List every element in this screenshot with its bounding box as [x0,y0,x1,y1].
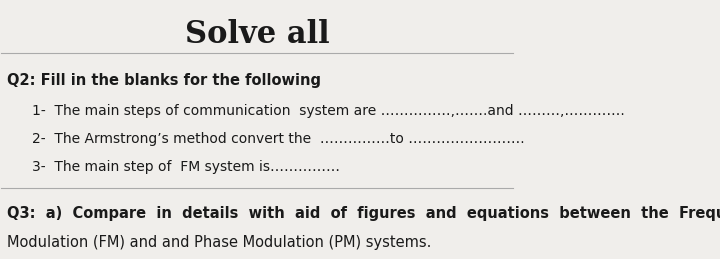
Text: 2-  The Armstrong’s method convert the  ……………to …………………….: 2- The Armstrong’s method convert the ……… [32,132,525,146]
Text: Modulation (FM) and and Phase Modulation (PM) systems.: Modulation (FM) and and Phase Modulation… [6,235,431,250]
Text: 3-  The main step of  FM system is……………: 3- The main step of FM system is…………… [32,160,340,174]
Text: Solve all: Solve all [185,19,330,50]
Text: 1-  The main steps of communication  system are ……………,…….and ………,………….: 1- The main steps of communication syste… [32,104,625,118]
Text: Q2: Fill in the blanks for the following: Q2: Fill in the blanks for the following [6,73,320,88]
Text: Q3:  a)  Compare  in  details  with  aid  of  figures  and  equations  between  : Q3: a) Compare in details with aid of fi… [6,206,720,221]
